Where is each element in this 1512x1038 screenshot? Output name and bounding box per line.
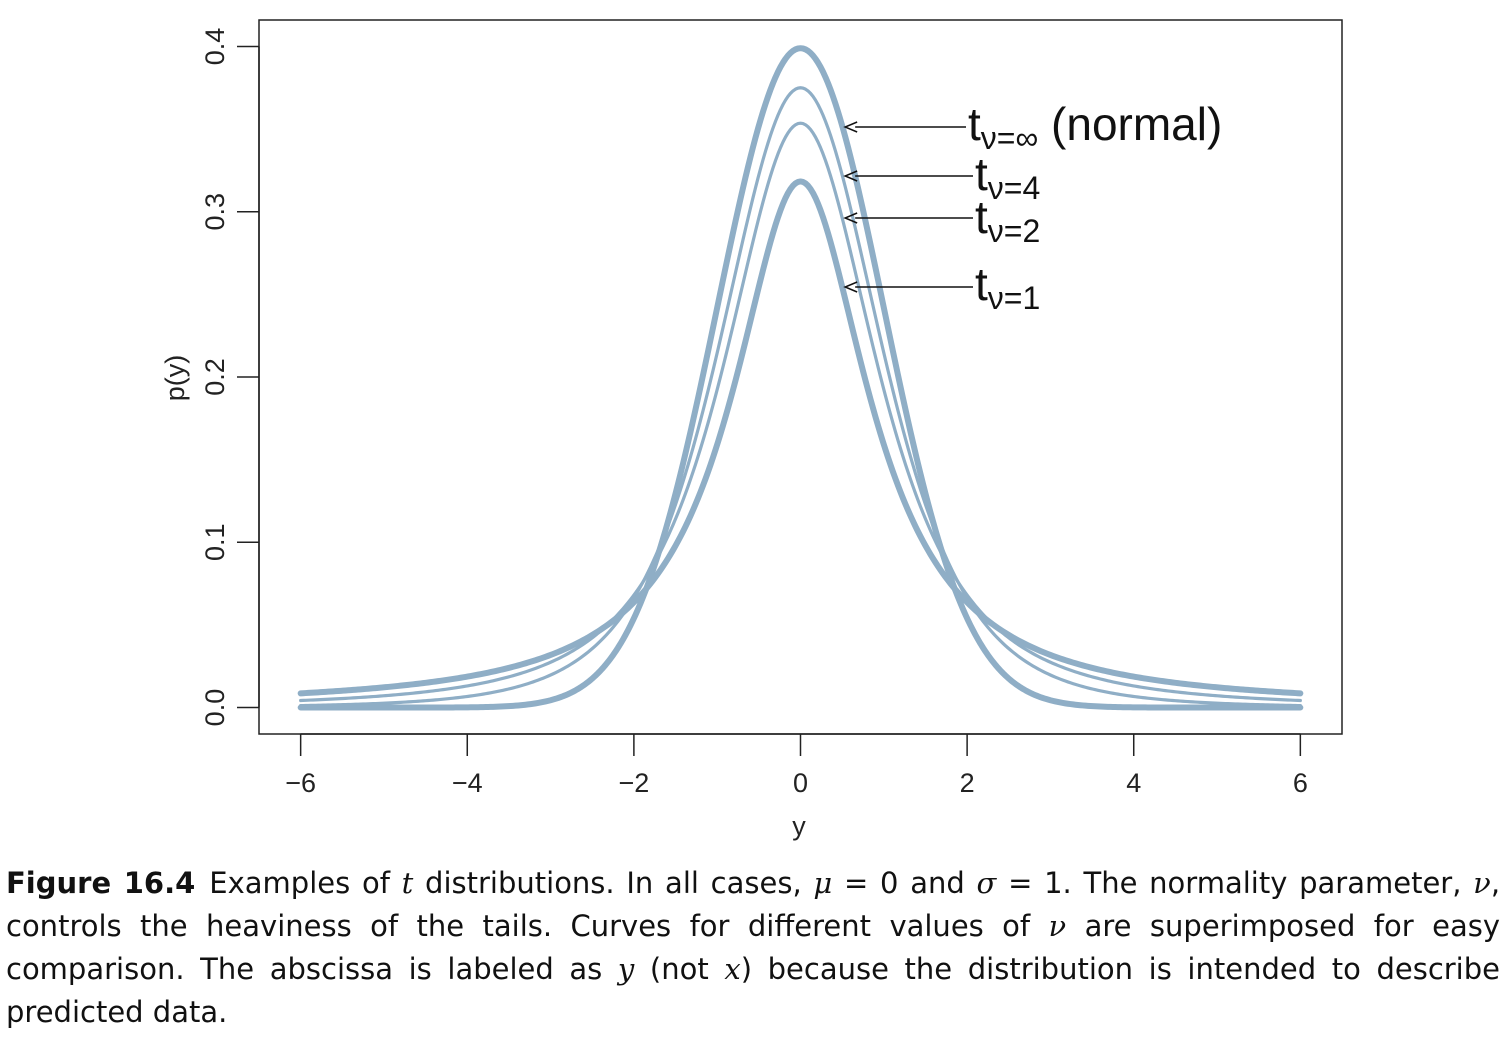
annotation-arrowhead [843, 170, 858, 182]
x-tick-label: 6 [1293, 768, 1308, 798]
x-tick-label: −2 [618, 768, 649, 798]
curve-annotations: tν=∞ (normal)tν=4tν=2 tν=1 [843, 98, 1222, 316]
t-distribution-chart: −6 −4 −2 0 2 4 6 0.0 0.1 0.2 0.3 0.4 tν=∞ (normal)… [160, 19, 1343, 841]
annotation-label: tν=1 [975, 258, 1040, 316]
x-axis-title: y [792, 811, 806, 841]
y-tick-label: 0.0 [200, 689, 230, 727]
series-line-2 [299, 86, 1302, 708]
y-tick-label: 0.3 [200, 193, 230, 231]
caption-x: x [724, 952, 741, 986]
caption-t: t [401, 866, 414, 900]
x-tick-label: 4 [1126, 768, 1141, 798]
caption-text-7: (not [634, 952, 725, 986]
series-curves [297, 45, 1304, 711]
series-line-4 [297, 178, 1304, 697]
caption-sigma: σ [976, 866, 997, 900]
figure-caption: Figure 16.4 Examples of t distributions. … [6, 862, 1500, 1034]
series-line-3 [299, 121, 1302, 703]
caption-text-1: Examples of [209, 866, 402, 900]
caption-nu-2: ν [1048, 909, 1067, 943]
y-tick-label: 0.2 [200, 358, 230, 396]
series-line-1 [297, 45, 1304, 711]
annotation-arrowhead [843, 121, 858, 133]
caption-text-3: = 0 and [832, 866, 977, 900]
caption-text-8: ) because the distribution is intended t… [6, 952, 1500, 1029]
y-axis: 0.0 0.1 0.2 0.3 0.4 [200, 28, 260, 727]
figure-label: Figure 16.4 [6, 866, 196, 900]
caption-nu-1: ν [1473, 866, 1491, 900]
caption-text-2: distributions. In all cases, [413, 866, 814, 900]
caption-mu: μ [813, 866, 833, 900]
x-tick-label: 2 [960, 768, 975, 798]
annotation-label: tν=2 [975, 191, 1040, 249]
caption-text-5: , controls the heaviness of the tails. C… [6, 866, 1501, 943]
y-tick-label: 0.1 [200, 524, 230, 562]
annotation-arrowhead [843, 281, 858, 293]
annotation-label: tν=∞ (normal) [968, 98, 1222, 156]
y-axis-title: p(y) [160, 355, 190, 402]
x-tick-label: −6 [285, 768, 316, 798]
caption-text-4: = 1. The normality parameter, [996, 866, 1474, 900]
caption-text-6: are superimposed for easy comparison. Th… [6, 909, 1500, 986]
x-tick-label: 0 [793, 768, 808, 798]
x-axis: −6 −4 −2 0 2 4 6 [285, 733, 1308, 798]
y-tick-label: 0.4 [200, 28, 230, 66]
annotation-arrowhead [843, 212, 858, 224]
caption-y: y [617, 952, 635, 986]
annotation-label: tν=4 [975, 148, 1040, 206]
x-tick-label: −4 [452, 768, 483, 798]
